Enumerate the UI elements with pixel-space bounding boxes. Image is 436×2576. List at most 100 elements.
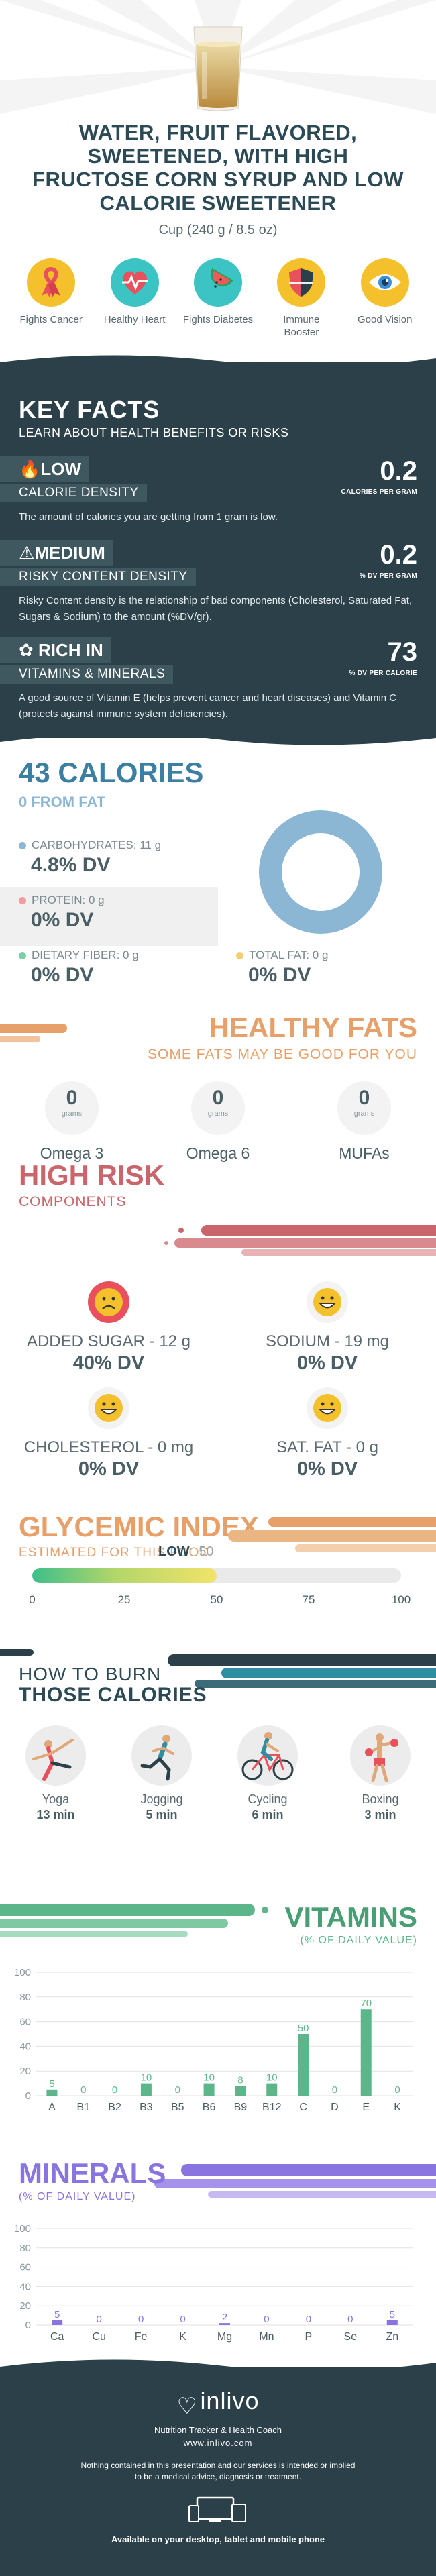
y-tick-label: 60 bbox=[19, 2262, 31, 2273]
mufas-stat: 0 grams MUFAs bbox=[321, 1081, 408, 1163]
glycemic-tick: 0 bbox=[29, 1593, 36, 1606]
x-tick-label: P bbox=[305, 2331, 313, 2343]
minerals-bar-chart: 0 20 40 60 80 100 5 Ca 0 Cu 0 Fe 0 K 2 Mg 0 Mn 0 P 0 Se 5 Zn bbox=[14, 2223, 413, 2343]
benefit-fights-diabetes: Fights Diabetes bbox=[181, 258, 255, 339]
bar bbox=[140, 2083, 152, 2096]
x-tick-label: Cu bbox=[92, 2331, 105, 2343]
protein-dot bbox=[19, 896, 26, 904]
x-tick-label: Fe bbox=[135, 2331, 148, 2343]
vitamins-bar-chart: 0 20 40 60 80 100 5 A 0 B1 0 B2 10 B3 0 B5 10 B6 8 B9 10 B12 5… bbox=[14, 1967, 413, 2113]
bar-value-label: 8 bbox=[237, 2074, 243, 2086]
shield-icon bbox=[277, 258, 326, 307]
vitamins-title: VITAMINS bbox=[284, 1901, 417, 1933]
bar bbox=[203, 2083, 215, 2096]
x-tick-label: A bbox=[48, 2102, 56, 2113]
x-tick-label: K bbox=[179, 2331, 186, 2343]
vitamins-minerals-level: ✿ RICH IN bbox=[0, 637, 111, 663]
y-tick-label: 60 bbox=[19, 2017, 31, 2028]
yoga-activity: Yoga 13 min bbox=[12, 1725, 99, 1822]
bar-value-label: 70 bbox=[360, 1998, 372, 2009]
carbohydrates-stat: CARBOHYDRATES: 11 g 4.8% DV bbox=[19, 839, 161, 877]
bar-value-label: 50 bbox=[298, 2023, 309, 2034]
glycemic-stripe-right bbox=[228, 1517, 436, 1552]
x-tick-label: B2 bbox=[108, 2102, 121, 2113]
footer-url[interactable]: www.inlivo.com bbox=[183, 2437, 253, 2448]
bar-value-label: 5 bbox=[49, 2078, 54, 2090]
calorie-density-label: CALORIE DENSITY bbox=[0, 484, 147, 502]
glycemic-index-title: GLYCEMIC INDEX bbox=[19, 1511, 259, 1542]
eye-icon bbox=[360, 258, 409, 307]
bar bbox=[386, 2320, 398, 2325]
bar-value-label: 10 bbox=[141, 2072, 152, 2084]
bar-value-label: 10 bbox=[266, 2072, 278, 2084]
x-tick-label: B6 bbox=[203, 2102, 216, 2113]
bar-value-label: 0 bbox=[264, 2314, 269, 2325]
bar-value-label: 10 bbox=[203, 2072, 215, 2084]
heart-pulse-icon bbox=[110, 258, 159, 307]
vitamins-minerals-unit: % DV PER CALORIE bbox=[349, 669, 417, 677]
fats-stripe-left bbox=[0, 1024, 67, 1042]
happy-face-icon bbox=[307, 1281, 348, 1323]
carbs-ring bbox=[259, 810, 382, 934]
y-tick-label: 100 bbox=[14, 2223, 31, 2235]
bar bbox=[46, 2089, 58, 2096]
cycling-activity: Cycling 6 min bbox=[224, 1725, 311, 1822]
bar bbox=[360, 2009, 372, 2096]
high-risk-subtitle: COMPONENTS bbox=[19, 1194, 127, 1210]
x-tick-label: E bbox=[362, 2102, 370, 2113]
warning-icon: ⚠ bbox=[19, 543, 35, 563]
protein-band bbox=[0, 887, 218, 946]
y-tick-label: 100 bbox=[14, 1967, 31, 1978]
risky-content-row: ⚠MEDIUM RISKY CONTENT DENSITY 0.2 % DV P… bbox=[0, 540, 436, 625]
bar-value-label: 0 bbox=[96, 2314, 101, 2325]
burn-title-line1: HOW TO BURN bbox=[19, 1664, 162, 1684]
food-title: WATER, FRUIT FLAVORED, SWEETENED, WITH H… bbox=[32, 121, 404, 215]
footer-tagline: Nutrition Tracker & Health Coach bbox=[154, 2424, 282, 2435]
cholesterol-stat: CHOLESTEROL - 0 mg 0% DV bbox=[8, 1387, 209, 1481]
calorie-density-level: 🔥LOW bbox=[0, 456, 90, 482]
wave-divider bbox=[0, 355, 436, 376]
calorie-density-unit: CALORIES PER GRAM bbox=[341, 488, 417, 496]
bar bbox=[52, 2320, 63, 2325]
risky-content-label: RISKY CONTENT DENSITY bbox=[0, 568, 196, 586]
y-tick-label: 20 bbox=[19, 2065, 31, 2077]
saturated-fat-stat: SAT. FAT - 0 g 0% DV bbox=[227, 1387, 428, 1481]
minerals-title: MINERALS bbox=[19, 2157, 166, 2189]
serving-size: Cup (240 g / 8.5 oz) bbox=[158, 223, 278, 237]
glycemic-index-bar bbox=[32, 1568, 401, 1583]
protein-stat: PROTEIN: 0 g 0% DV bbox=[19, 894, 105, 932]
footer-disclaimer: Nothing contained in this presentation a… bbox=[80, 2460, 356, 2481]
leaf-icon: ✿ bbox=[19, 640, 34, 660]
x-tick-label: C bbox=[299, 2102, 307, 2113]
calories-from-fat: 0 FROM FAT bbox=[19, 794, 106, 810]
x-tick-label: Zn bbox=[386, 2331, 398, 2343]
bar-value-label: 0 bbox=[175, 2084, 180, 2096]
dietary-fiber-stat: DIETARY FIBER: 0 g 0% DV bbox=[19, 949, 139, 987]
vitamins-minerals-row: ✿ RICH IN VITAMINS & MINERALS 73 % DV PE… bbox=[0, 637, 436, 722]
x-tick-label: Mn bbox=[259, 2331, 274, 2343]
bar-value-label: 0 bbox=[180, 2314, 185, 2325]
devices-icon bbox=[188, 2496, 246, 2522]
cycling-icon bbox=[237, 1725, 298, 1786]
bar-value-label: 0 bbox=[138, 2314, 144, 2325]
calorie-density-value: 0.2 bbox=[380, 456, 417, 486]
glycemic-tick: 75 bbox=[302, 1593, 315, 1606]
y-tick-label: 0 bbox=[25, 2090, 31, 2102]
risky-content-description: Risky Content density is the relationshi… bbox=[19, 595, 413, 623]
x-tick-label: D bbox=[331, 2102, 339, 2113]
burn-title-line2: THOSE CALORIES bbox=[19, 1684, 207, 1706]
bar-value-label: 5 bbox=[54, 2309, 60, 2320]
key-facts-subtitle: LEARN ABOUT HEALTH BENEFITS OR RISKS bbox=[19, 426, 289, 439]
bar bbox=[266, 2083, 278, 2096]
benefit-healthy-heart: Healthy Heart bbox=[98, 258, 172, 339]
bar bbox=[235, 2086, 246, 2096]
bar-value-label: 0 bbox=[112, 2084, 117, 2096]
ribbon-icon bbox=[27, 258, 76, 307]
carbs-dot bbox=[19, 841, 26, 849]
sodium-stat: SODIUM - 19 mg 0% DV bbox=[227, 1281, 428, 1375]
y-tick-label: 40 bbox=[19, 2281, 31, 2292]
vitamins-stripe-left bbox=[0, 1904, 268, 1937]
yoga-icon bbox=[25, 1725, 86, 1786]
bar-value-label: 0 bbox=[332, 2084, 337, 2096]
x-tick-label: Se bbox=[344, 2331, 358, 2343]
